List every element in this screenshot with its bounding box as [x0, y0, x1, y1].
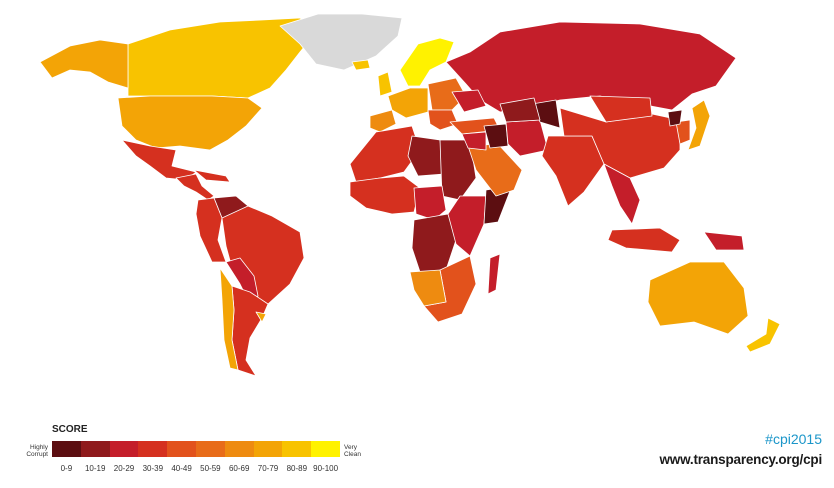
region-botswana-namibia	[409, 269, 447, 307]
region-uruguay	[255, 311, 267, 323]
region-india	[541, 135, 605, 207]
region-mongolia	[589, 95, 653, 123]
region-madagascar	[487, 253, 501, 295]
region-middle-east	[461, 131, 487, 151]
region-central-asia	[499, 97, 541, 123]
region-arabia	[467, 143, 523, 197]
region-iraq-syria	[483, 123, 509, 149]
legend-tick-label: 20-29	[113, 464, 135, 473]
region-west-africa	[349, 175, 421, 215]
region-drc	[411, 213, 457, 273]
source-url[interactable]: www.transparency.org/cpi	[659, 452, 823, 467]
region-north-africa	[349, 125, 421, 183]
legend-swatch	[282, 441, 312, 457]
legend-tick-label: 10-19	[84, 464, 106, 473]
region-australia	[647, 261, 749, 335]
region-central-africa	[413, 185, 447, 221]
region-greenland	[279, 13, 403, 71]
region-iceland	[351, 59, 371, 71]
region-balkans	[427, 109, 459, 131]
region-indonesia	[607, 227, 681, 253]
region-southeast-asia	[603, 163, 641, 225]
legend-color-scale	[52, 441, 340, 457]
legend-title: SCORE	[52, 424, 88, 435]
region-iberia	[369, 109, 397, 133]
legend-tick-label: 70-79	[257, 464, 279, 473]
legend-tick-labels: 0-9 10-19 20-29 30-39 40-49 50-59 60-69 70-79 80…	[52, 464, 340, 476]
legend-tick-label: 40-49	[171, 464, 192, 473]
legend-swatch	[80, 441, 110, 457]
hashtag: #cpi2015	[765, 431, 822, 447]
legend-swatch	[195, 441, 225, 457]
region-caribbean	[193, 169, 231, 183]
legend-tick-label: 90-100	[313, 464, 339, 473]
legend-swatch	[224, 441, 254, 457]
legend-tick-label: 0-9	[60, 464, 73, 473]
legend-swatch	[138, 441, 168, 457]
region-iran	[505, 119, 549, 157]
region-alaska	[39, 39, 129, 89]
legend-swatch	[52, 441, 81, 457]
region-libya	[407, 135, 445, 177]
region-uk-ireland	[377, 71, 393, 97]
region-chile	[219, 267, 239, 371]
legend-high-label: Very Clean	[344, 444, 361, 458]
region-north-korea	[667, 109, 683, 127]
legend-swatch	[311, 441, 340, 457]
legend-tick-label: 50-59	[200, 464, 221, 473]
legend-low-label: Highly Corrupt	[26, 444, 48, 458]
legend-swatch	[167, 441, 196, 457]
region-papua	[703, 231, 745, 251]
world-choropleth-map	[39, 13, 781, 377]
region-bolivia-paraguay	[225, 257, 259, 301]
region-new-zealand	[745, 317, 781, 353]
region-russia	[445, 21, 737, 113]
legend-swatch	[109, 441, 139, 457]
legend-swatch	[253, 441, 283, 457]
region-ukraine	[451, 89, 487, 113]
region-korea	[675, 119, 691, 145]
region-usa	[117, 95, 263, 151]
region-japan	[687, 99, 711, 151]
legend-tick-label: 60-69	[228, 464, 250, 473]
legend-tick-label: 80-89	[286, 464, 308, 473]
region-western-europe	[387, 87, 429, 119]
legend-tick-label: 30-39	[142, 464, 164, 473]
